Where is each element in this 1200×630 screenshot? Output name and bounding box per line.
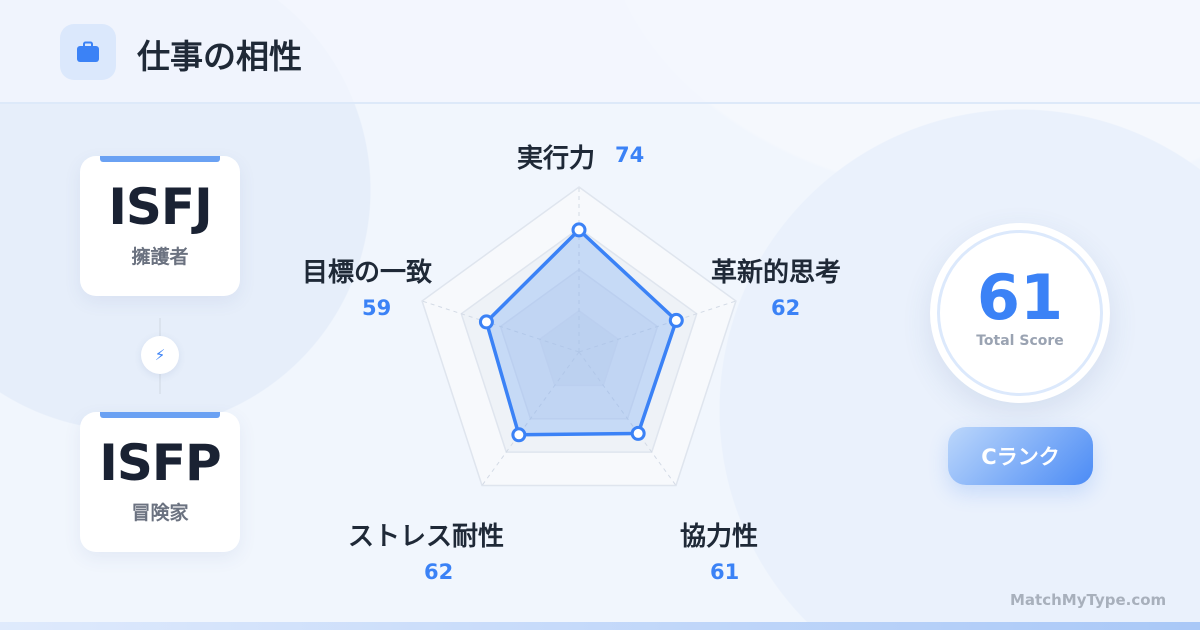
- footer-bar: [0, 622, 1200, 630]
- briefcase-icon: [60, 24, 116, 80]
- rank-badge: Cランク: [948, 427, 1093, 485]
- type-code: ISFP: [99, 434, 221, 492]
- axis-value: 62: [424, 560, 454, 584]
- axis-value: 62: [771, 296, 801, 320]
- lightning-icon: ⚡︎: [141, 336, 179, 374]
- axis-line: [481, 351, 580, 486]
- type-card-2: ISFP 冒険家: [80, 412, 240, 552]
- page-title: 仕事の相性: [137, 37, 302, 76]
- axis-label: 実行力: [517, 144, 596, 174]
- data-point: [511, 427, 527, 443]
- type-card-1: ISFJ 擁護者: [80, 156, 240, 296]
- type-name: 擁護者: [131, 246, 189, 268]
- axis-label: 目標の一致: [302, 258, 433, 288]
- axis-line: [578, 300, 737, 353]
- axis-line: [578, 351, 677, 486]
- axis-line: [421, 300, 580, 353]
- axis-value: 61: [710, 560, 740, 584]
- card-accent: [100, 412, 220, 418]
- type-name: 冒険家: [131, 502, 189, 524]
- axis-value: 59: [362, 296, 392, 320]
- axis-label: 革新的思考: [711, 258, 842, 288]
- axis-label: ストレス耐性: [348, 522, 505, 552]
- series-area: [484, 228, 679, 437]
- card-accent: [100, 156, 220, 162]
- brand-watermark: MatchMyType.com: [1010, 591, 1167, 609]
- header: 仕事の相性: [0, 0, 1200, 104]
- data-point: [571, 222, 587, 238]
- total-score-circle: 61 Total Score: [930, 223, 1110, 403]
- data-point: [668, 312, 684, 328]
- axis-value: 74: [615, 143, 645, 167]
- type-code: ISFJ: [108, 178, 212, 236]
- score-ring: [937, 230, 1103, 396]
- data-point: [630, 425, 646, 441]
- data-point: [478, 314, 494, 330]
- axis-label: 協力性: [680, 522, 759, 552]
